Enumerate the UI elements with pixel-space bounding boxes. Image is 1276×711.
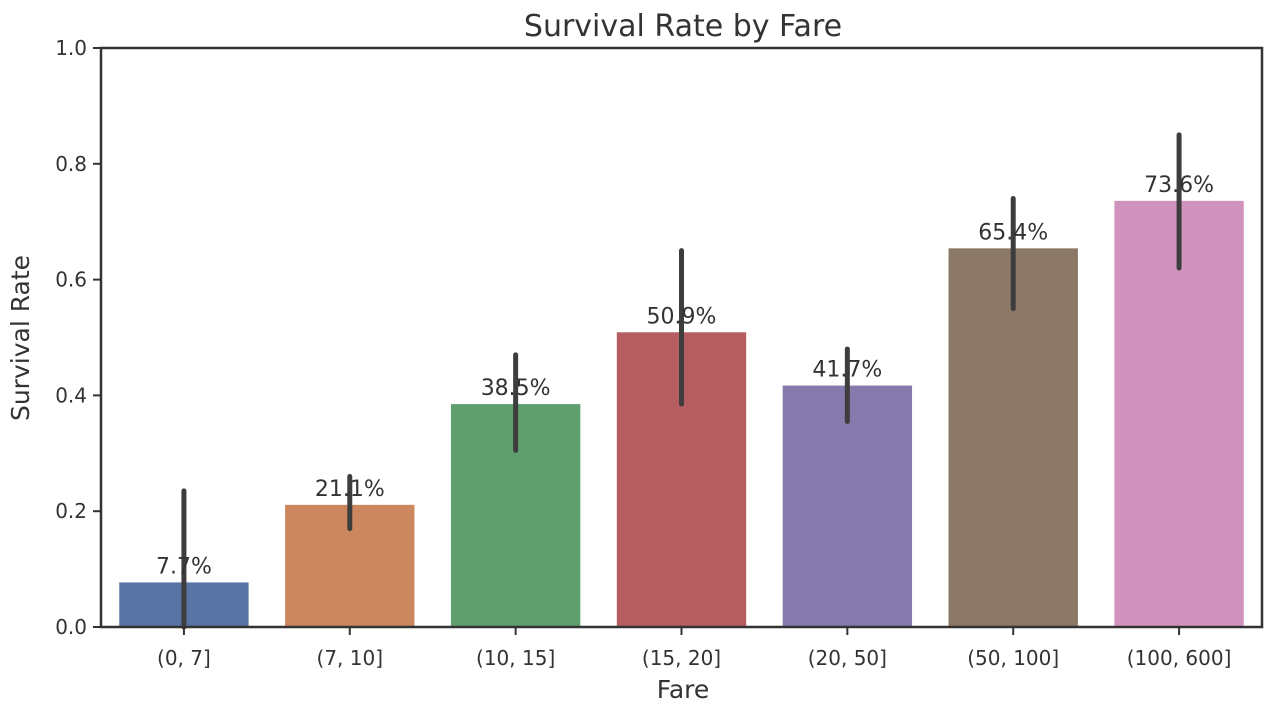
y-tick-label: 0.6 [55,268,87,292]
plot-area: 7.7% 21.1% 38.5% 50.9% 41.7% 65.4% 73.6% 0.0 0.2… [55,36,1264,670]
bar [1114,200,1244,627]
y-tick-label: 0.4 [55,383,87,407]
data-label: 38.5% [481,376,551,401]
x-tick-label: (0, 7] [157,646,211,670]
data-label: 73.6% [1144,173,1214,198]
x-axis-label: Fare [657,675,710,704]
chart-title: Survival Rate by Fare [524,9,842,44]
x-tick-label: (20, 50] [808,646,887,670]
x-tick-label: (100, 600] [1127,646,1232,670]
bar [948,248,1078,628]
data-label: 21.1% [315,477,385,502]
x-tick-label: (10, 15] [476,646,555,670]
x-tick-label: (7, 10] [317,646,384,670]
data-label: 50.9% [647,304,717,329]
y-tick-label: 0.0 [55,615,87,639]
x-tick-label: (50, 100] [967,646,1059,670]
y-tick-label: 0.8 [55,152,87,176]
data-label: 7.7% [156,554,212,579]
data-label: 65.4% [978,220,1048,245]
data-label: 41.7% [812,358,882,383]
bar [782,385,913,627]
y-axis-label: Survival Rate [6,255,35,421]
y-tick-label: 0.2 [55,499,87,523]
y-tick-label: 1.0 [55,36,87,60]
x-tick-label: (15, 20] [642,646,721,670]
